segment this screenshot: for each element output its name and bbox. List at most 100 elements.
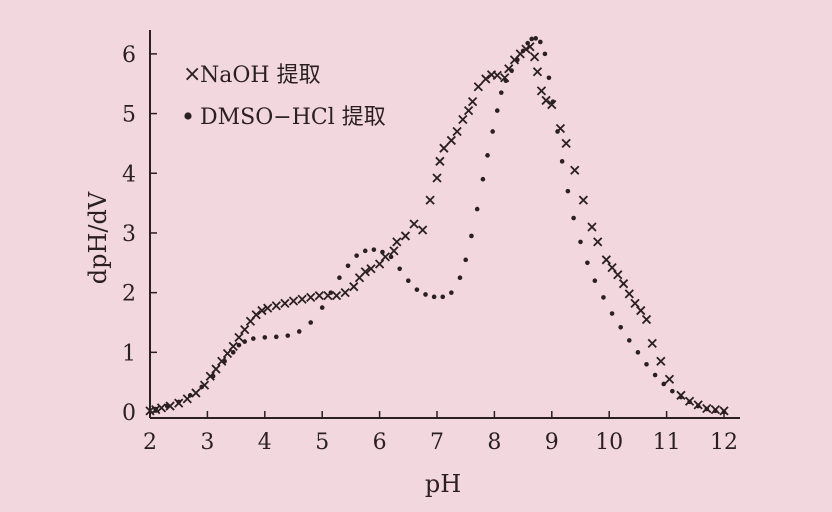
naoh-point <box>613 270 623 280</box>
dmso-hcl-point <box>485 153 490 158</box>
naoh-point <box>306 292 316 303</box>
x-tick-label: 6 <box>373 430 387 455</box>
naoh-point <box>641 314 652 325</box>
data-marks <box>145 36 729 416</box>
naoh-point <box>561 138 571 149</box>
naoh-point <box>492 70 502 81</box>
x-tick-label: 12 <box>710 430 738 455</box>
dmso-hcl-point <box>480 176 486 182</box>
naoh-point <box>349 282 359 292</box>
naoh-point <box>280 298 290 309</box>
dmso-hcl-point <box>678 394 684 400</box>
dmso-hcl-point <box>578 239 583 245</box>
naoh-point <box>570 165 580 175</box>
dmso-hcl-point <box>345 263 351 269</box>
dmso-hcl-point <box>661 381 667 387</box>
naoh-point <box>446 135 456 146</box>
naoh-point <box>251 310 261 320</box>
legend-marker-dmso <box>184 112 192 120</box>
naoh-point <box>400 231 411 241</box>
naoh-point <box>340 288 350 298</box>
naoh-point <box>532 67 543 77</box>
naoh-point <box>467 96 478 107</box>
naoh-point <box>234 332 244 343</box>
naoh-point <box>601 255 611 265</box>
dmso-hcl-point <box>494 108 500 113</box>
dmso-hcl-point <box>469 233 474 239</box>
dmso-hcl-point <box>559 159 565 164</box>
y-axis-label: dpH/dV <box>84 191 112 284</box>
y-tick-label: 5 <box>122 103 136 128</box>
dmso-hcl-point <box>319 305 325 310</box>
dmso-hcl-point <box>262 335 268 340</box>
dmso-hcl-point <box>337 275 342 281</box>
dmso-hcl-point <box>644 361 649 367</box>
dmso-hcl-point <box>388 254 394 260</box>
x-axis-label: pH <box>425 470 461 498</box>
dmso-hcl-point <box>713 408 718 414</box>
naoh-point <box>664 374 675 384</box>
dmso-hcl-point <box>230 350 236 355</box>
naoh-point <box>331 290 342 301</box>
naoh-point <box>165 401 175 411</box>
naoh-point <box>191 388 201 398</box>
dmso-hcl-point <box>490 129 495 134</box>
naoh-point <box>607 262 617 273</box>
naoh-point <box>536 86 547 96</box>
x-tick-label: 9 <box>545 430 559 455</box>
naoh-point <box>630 298 640 309</box>
dmso-hcl-point <box>538 39 543 45</box>
x-tick-label: 3 <box>200 430 214 455</box>
dmso-hcl-point <box>520 48 526 54</box>
dmso-hcl-point <box>585 260 590 266</box>
dmso-hcl-point <box>463 257 469 263</box>
naoh-point <box>425 195 435 205</box>
dmso-hcl-point <box>529 36 535 42</box>
dmso-hcl-point <box>592 278 598 284</box>
naoh-point <box>314 290 324 301</box>
dmso-hcl-point <box>440 294 446 300</box>
y-tick-label: 0 <box>122 401 136 426</box>
dmso-hcl-point <box>423 292 428 297</box>
x-tick-label: 7 <box>430 430 444 455</box>
naoh-point <box>529 52 540 62</box>
x-tick-label: 5 <box>315 430 329 455</box>
naoh-point <box>432 173 442 183</box>
dmso-hcl-point <box>533 36 539 41</box>
naoh-point <box>156 403 167 413</box>
naoh-point <box>439 143 449 153</box>
dmso-hcl-point <box>406 278 411 284</box>
dmso-hcl-point <box>609 311 615 316</box>
naoh-point <box>618 279 629 289</box>
naoh-point <box>435 156 445 166</box>
naoh-point <box>587 222 597 232</box>
dmso-hcl-point <box>555 129 560 134</box>
dmso-hcl-point <box>273 334 279 340</box>
dmso-hcl-point <box>498 90 504 95</box>
dmso-hcl-point <box>525 40 530 46</box>
dmso-hcl-point <box>362 248 368 254</box>
dmso-hcl-point <box>397 266 402 272</box>
legend: × NaOH 提取 DMSO−HCl 提取 <box>183 62 386 130</box>
naoh-point <box>205 371 215 381</box>
dmso-hcl-point <box>635 350 641 355</box>
naoh-point <box>366 264 376 274</box>
naoh-point <box>271 301 281 311</box>
dmso-hcl-point <box>571 215 576 221</box>
dmso-hcl-point <box>542 51 548 57</box>
naoh-point <box>389 246 399 256</box>
series-dmso-hcl <box>153 36 727 415</box>
y-tick-label: 3 <box>122 222 136 247</box>
naoh-point <box>624 289 634 299</box>
naoh-point <box>409 219 419 229</box>
dmso-hcl-point <box>210 373 216 379</box>
naoh-point <box>541 95 551 106</box>
dmso-hcl-point <box>153 406 159 412</box>
naoh-point <box>228 341 238 352</box>
x-tick-label: 4 <box>258 430 272 455</box>
naoh-point <box>297 294 307 304</box>
dmso-hcl-point <box>474 206 480 212</box>
dmso-hcl-point <box>380 249 385 255</box>
